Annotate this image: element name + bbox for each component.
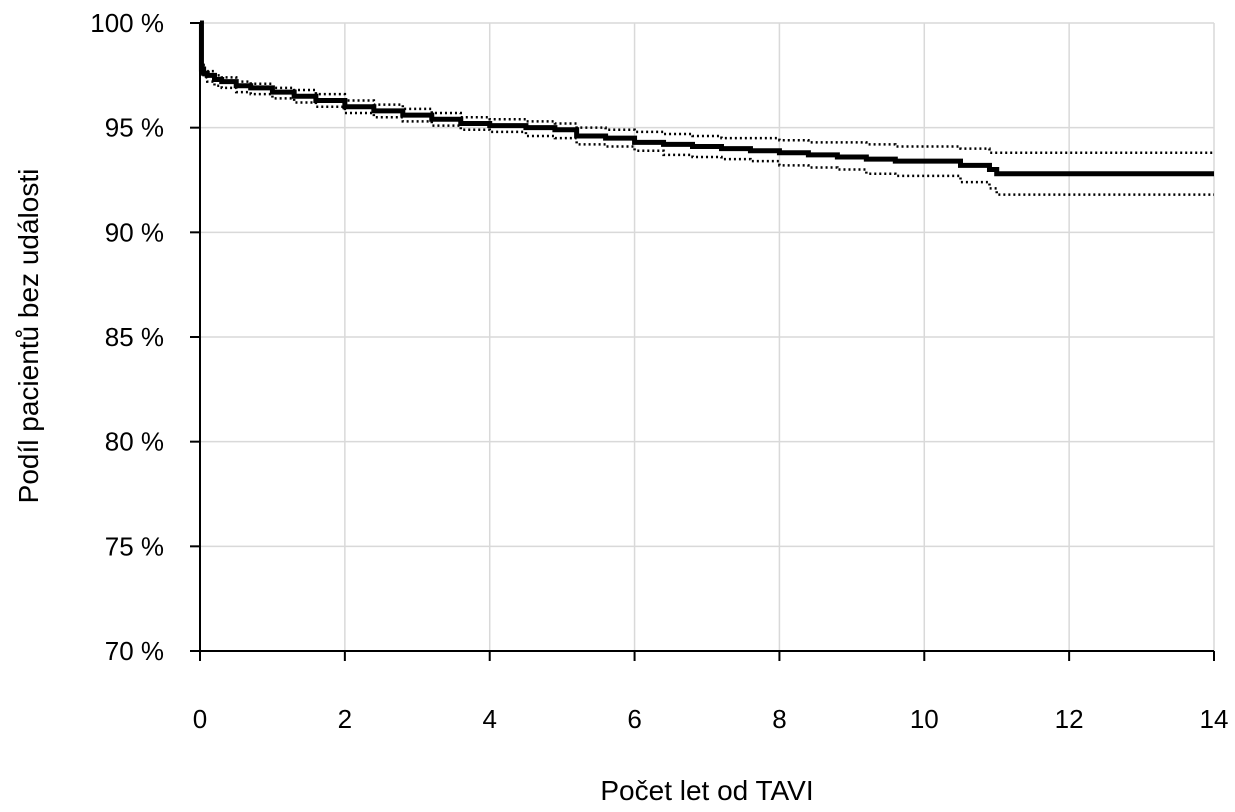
x-tick-label: 12: [1055, 704, 1084, 734]
x-tick-label: 14: [1200, 704, 1229, 734]
tick-labels: 70 % 75 % 80 % 85 % 90 % 95 % 100 % 0 2 4 6 8 10 12 14: [90, 8, 1228, 734]
survival-line: [198, 20, 1214, 177]
upper-ci-line: [200, 21, 1214, 155]
y-tick-label: 70 %: [105, 636, 164, 666]
y-axis-title: Podíl pacientů bez události: [13, 169, 44, 504]
x-axis-title: Počet let od TAVI: [600, 775, 813, 806]
x-tick-label: 6: [627, 704, 641, 734]
y-tick-label: 80 %: [105, 427, 164, 457]
y-tick-label: 85 %: [105, 322, 164, 352]
axes: [190, 22, 1215, 661]
x-tick-label: 8: [772, 704, 786, 734]
y-tick-label: 95 %: [105, 113, 164, 143]
series-group: [198, 20, 1214, 196]
y-tick-label: 75 %: [105, 531, 164, 561]
lower-ci-line: [200, 21, 1214, 196]
x-tick-label: 0: [193, 704, 207, 734]
grid: [200, 22, 1215, 651]
x-tick-label: 4: [482, 704, 496, 734]
y-tick-label: 90 %: [105, 217, 164, 247]
y-tick-label: 100 %: [90, 8, 164, 38]
x-tick-label: 10: [910, 704, 939, 734]
x-tick-label: 2: [338, 704, 352, 734]
